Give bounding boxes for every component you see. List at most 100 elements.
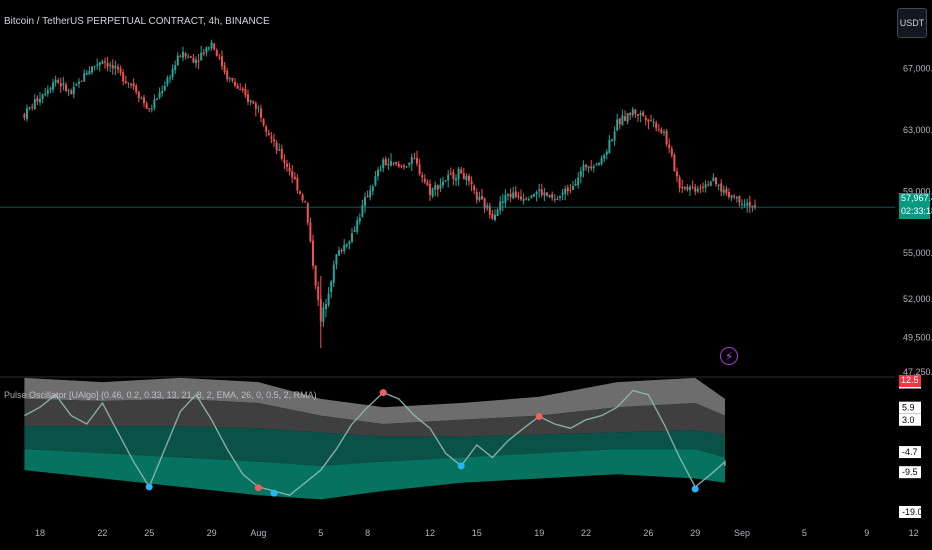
buy-signal — [457, 462, 465, 470]
candle — [629, 112, 632, 120]
candle-body — [356, 220, 359, 232]
candle-body — [273, 139, 275, 142]
candle-body — [709, 181, 712, 186]
candle — [96, 58, 99, 70]
candle — [405, 166, 408, 168]
candle — [249, 99, 252, 106]
candle — [213, 42, 216, 51]
candle-body — [202, 52, 205, 54]
candle-body — [738, 195, 741, 203]
candle-body — [291, 171, 294, 178]
candle-body — [522, 198, 525, 201]
candle — [299, 189, 301, 195]
candle — [273, 133, 275, 148]
candle — [174, 60, 177, 74]
candle-body — [111, 64, 114, 69]
candle-body — [650, 120, 652, 122]
candle — [522, 193, 525, 205]
candle-body — [189, 56, 192, 58]
candle — [551, 191, 554, 201]
candle — [569, 183, 572, 194]
candle — [119, 65, 122, 76]
candle-body — [161, 90, 164, 94]
candle — [371, 184, 374, 196]
candle — [600, 155, 603, 166]
candle — [702, 182, 704, 193]
candle-body — [288, 167, 291, 172]
candle-body — [624, 116, 626, 121]
candle — [252, 100, 255, 104]
candle-body — [293, 176, 296, 180]
candle-body — [390, 161, 392, 166]
candle — [408, 162, 411, 168]
lightning-icon[interactable]: ⚡ — [720, 347, 738, 365]
candle-body — [496, 209, 499, 216]
candle — [322, 302, 325, 327]
candle-body — [215, 49, 218, 57]
candle-body — [621, 115, 624, 126]
candle — [343, 238, 346, 254]
candle — [88, 66, 91, 75]
candle-body — [616, 119, 619, 131]
candle — [226, 67, 229, 82]
candle-body — [543, 192, 546, 196]
candle — [254, 101, 257, 117]
candle — [197, 54, 200, 70]
candle — [247, 89, 249, 106]
candle — [507, 193, 509, 201]
candle-body — [122, 72, 125, 82]
price-tick-label: 67,000.0 — [903, 63, 932, 73]
candle-body — [423, 178, 426, 183]
candle-body — [78, 81, 80, 84]
candle — [39, 91, 41, 106]
candle-body — [509, 193, 512, 198]
candle-body — [473, 185, 476, 191]
candle-body — [520, 196, 522, 200]
candle-body — [504, 194, 507, 203]
candle — [335, 253, 338, 270]
candle-body — [104, 61, 106, 63]
candle-body — [262, 119, 265, 125]
candle — [540, 183, 543, 198]
candle — [462, 167, 465, 180]
x-tick-label: 25 — [144, 528, 154, 538]
candle-body — [174, 65, 177, 71]
candle — [403, 163, 405, 170]
candle — [689, 184, 691, 197]
candle — [166, 75, 169, 87]
candle-body — [205, 47, 208, 53]
candle — [665, 129, 668, 147]
candle — [33, 94, 36, 110]
candle-body — [408, 163, 411, 165]
candle — [228, 76, 231, 83]
candle-body — [452, 172, 455, 180]
candle-body — [429, 183, 431, 196]
candle-body — [145, 103, 148, 109]
candle — [681, 179, 684, 194]
candle — [556, 196, 559, 200]
candle — [449, 167, 452, 176]
candle-body — [540, 189, 543, 195]
candle-body — [639, 112, 642, 116]
candle-body — [91, 66, 93, 73]
candle-body — [405, 166, 408, 168]
candle-body — [369, 190, 372, 198]
lower-outer-band — [24, 449, 725, 500]
candle-body — [574, 184, 577, 186]
candle-body — [335, 254, 338, 265]
price-tick-label: 47,250.0 — [903, 367, 932, 377]
candle — [678, 175, 681, 193]
candle-body — [598, 162, 600, 165]
candle-body — [481, 196, 483, 200]
candle-body — [436, 185, 439, 190]
candle — [57, 77, 60, 85]
candle-body — [475, 192, 478, 200]
x-tick-label: 8 — [365, 528, 370, 538]
candle-body — [733, 195, 736, 197]
upper-mid-band — [24, 398, 725, 437]
candle-body — [343, 245, 346, 252]
candle-body — [501, 201, 504, 203]
candle — [748, 195, 751, 214]
candle — [691, 180, 694, 190]
currency-button[interactable]: USDT — [897, 8, 927, 38]
